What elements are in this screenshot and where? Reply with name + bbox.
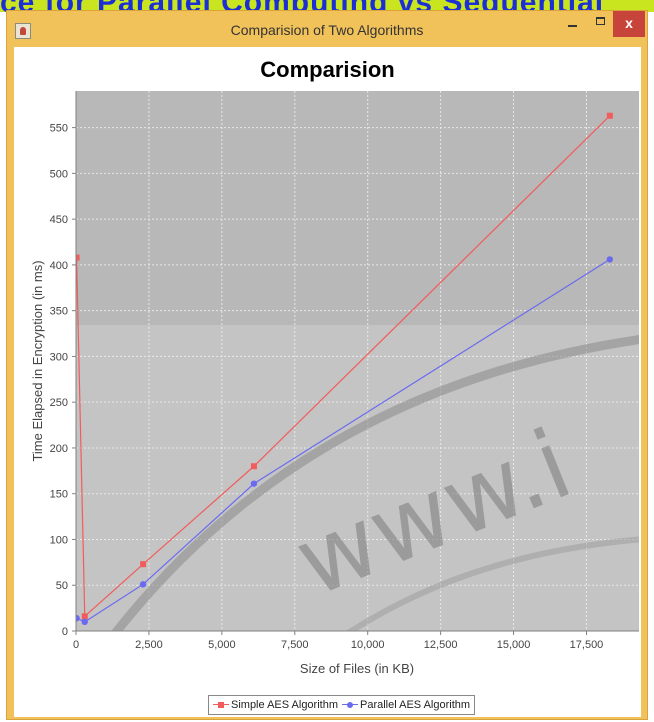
y-tick-label: 350 (50, 306, 68, 318)
minimize-button[interactable] (560, 11, 584, 35)
chart-legend: Simple AES Algorithm Parallel AES Algori… (208, 695, 476, 715)
x-tick-label: 2,500 (135, 639, 163, 651)
java-app-icon[interactable] (15, 23, 31, 39)
data-point-parallel-aes (76, 614, 80, 622)
y-tick-label: 250 (50, 397, 68, 409)
line-chart: www.i 050100150200250300350400450500550 … (30, 91, 639, 676)
background-window-title: ce for Parallel Computing vs Sequential (0, 0, 604, 12)
data-point-parallel-aes (606, 256, 614, 263)
x-axis-label: Size of Files (in KB) (300, 661, 414, 676)
x-tick-label: 0 (73, 639, 79, 651)
data-point-simple-aes (250, 463, 257, 470)
legend-label-parallel-aes: Parallel AES Algorithm (360, 699, 471, 711)
maximize-button[interactable] (589, 11, 613, 35)
y-tick-label: 100 (50, 534, 68, 546)
data-point-simple-aes (81, 613, 88, 620)
legend-item-parallel-aes: Parallel AES Algorithm (342, 699, 470, 711)
data-point-parallel-aes (250, 480, 258, 487)
legend-swatch-parallel-aes (342, 700, 358, 710)
x-tick-label: 12,500 (424, 639, 458, 651)
x-tick-label: 7,500 (281, 639, 309, 651)
data-point-simple-aes (76, 254, 80, 261)
x-tick-label: 10,000 (351, 639, 385, 651)
window-title: Comparision of Two Algorithms (230, 22, 424, 38)
y-tick-label: 400 (50, 260, 68, 272)
legend-swatch-simple-aes (213, 700, 229, 710)
y-tick-label: 0 (62, 626, 68, 638)
x-tick-label: 5,000 (208, 639, 236, 651)
plot-area-shade (76, 91, 639, 325)
y-tick-label: 300 (50, 351, 68, 363)
data-point-parallel-aes (139, 581, 147, 588)
x-tick-label: 15,000 (497, 639, 531, 651)
data-point-simple-aes (140, 561, 147, 568)
x-tick-label: 17,500 (570, 639, 604, 651)
data-point-parallel-aes (81, 618, 88, 626)
y-tick-label: 450 (50, 214, 68, 226)
background-window-strip: ce for Parallel Computing vs Sequential (0, 0, 654, 12)
y-axis-ticks: 0 50 100 150 200 250 300 350 400 450 500 550 (50, 123, 76, 638)
chart-window: Comparision of Two Algorithms x Comparis… (6, 10, 648, 720)
y-tick-label: 500 (50, 168, 68, 180)
legend-label-simple-aes: Simple AES Algorithm (231, 699, 338, 711)
y-tick-label: 50 (56, 580, 68, 592)
y-tick-label: 150 (50, 489, 68, 501)
y-axis-label: Time Elapsed in Encryption (in ms) (30, 260, 45, 461)
close-button[interactable]: x (613, 11, 645, 37)
chart-title: Comparision (260, 57, 395, 82)
y-tick-label: 550 (50, 123, 68, 135)
chart-panel: Comparision www.i 0 50 100 150 200 250 300 350 4… (14, 47, 641, 717)
x-axis-ticks: 0 2,500 5,000 7,500 10,000 12,500 15,000 17,500 (73, 631, 603, 651)
legend-item-simple-aes: Simple AES Algorithm (213, 699, 338, 711)
y-tick-label: 200 (50, 443, 68, 455)
title-bar[interactable]: Comparision of Two Algorithms x (7, 11, 647, 51)
data-point-simple-aes (606, 112, 613, 119)
series-layer (76, 112, 614, 626)
